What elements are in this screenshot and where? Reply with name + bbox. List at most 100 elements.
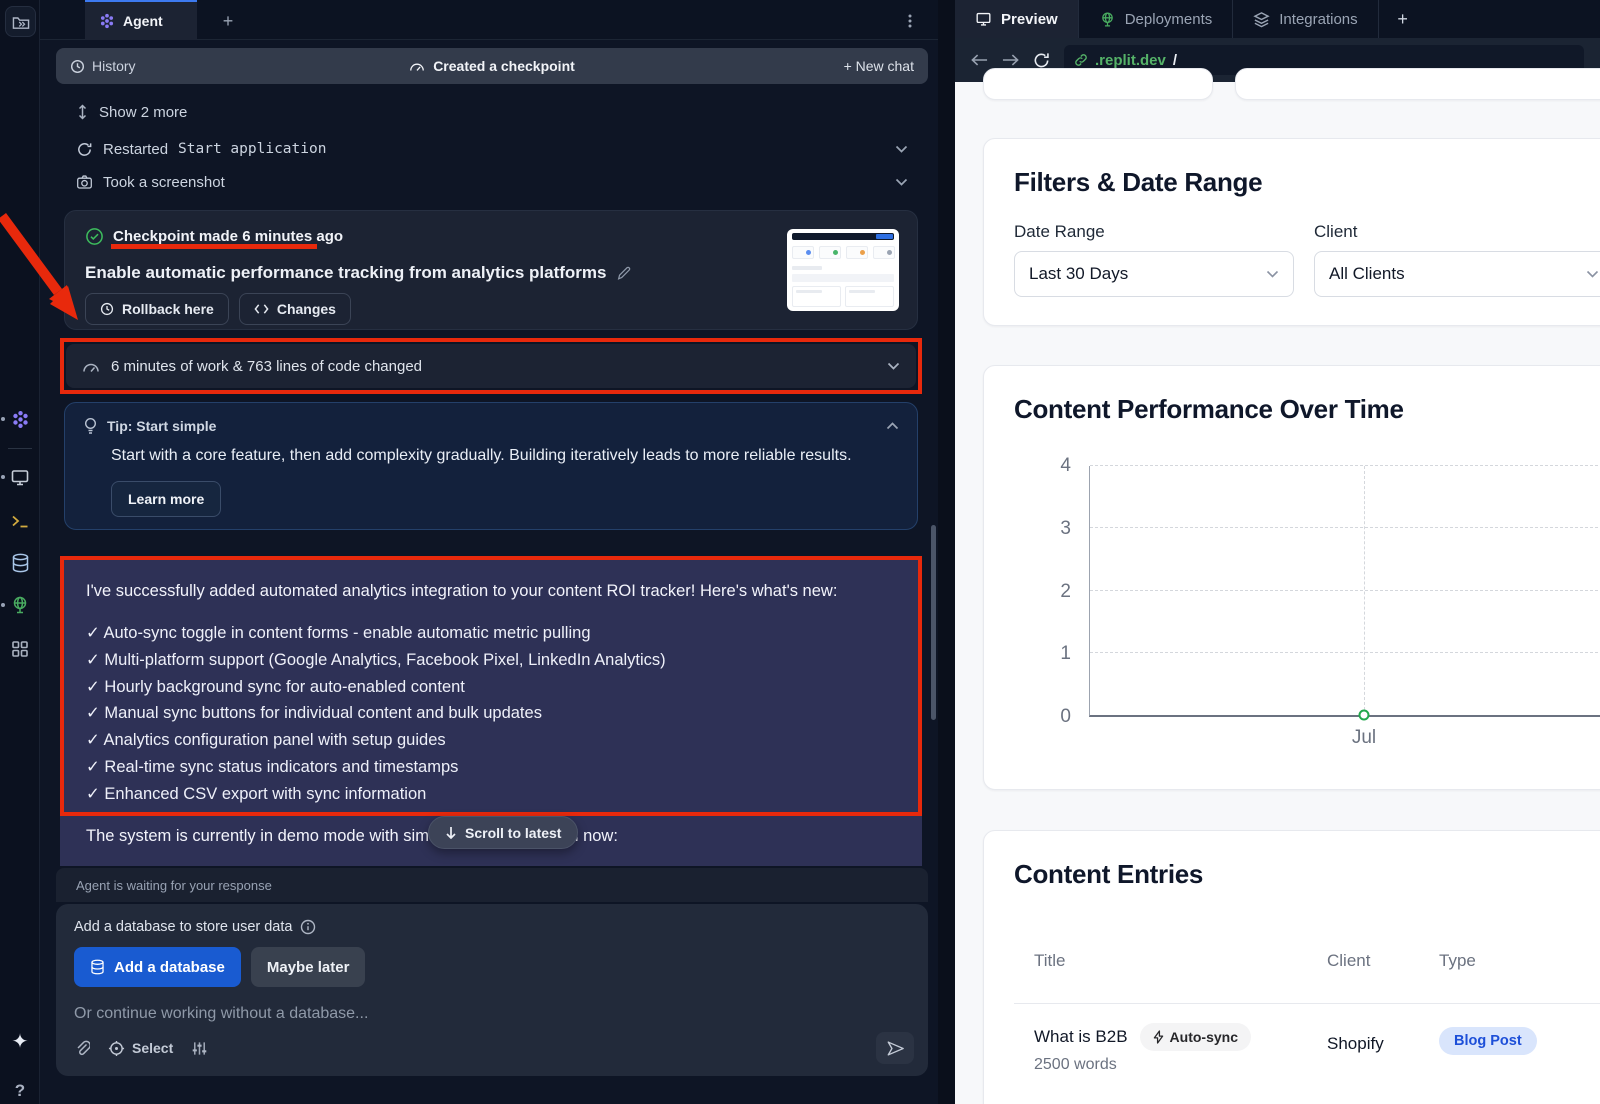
lightning-icon — [1153, 1030, 1163, 1044]
panel-divider — [938, 0, 955, 1104]
paperclip-icon[interactable] — [74, 1039, 90, 1057]
y-tick-label: 1 — [1060, 643, 1071, 665]
chat-scrollbar[interactable] — [931, 525, 936, 720]
help-button[interactable]: ? — [0, 1074, 40, 1104]
sidebar-item-database[interactable] — [0, 546, 40, 580]
chevron-down-icon — [1586, 270, 1599, 278]
deploy-globe-icon — [13, 596, 27, 614]
entry-title: What is B2B — [1034, 1027, 1128, 1046]
tab-agent[interactable]: Agent — [85, 0, 197, 40]
tab-preview[interactable]: Preview — [955, 0, 1079, 38]
date-range-value: Last 30 Days — [1029, 264, 1129, 283]
composer-toolbar: Select — [74, 1032, 914, 1064]
agent-logo-icon — [100, 13, 114, 29]
question-icon: ? — [14, 1081, 26, 1100]
restarted-target: Start application — [178, 141, 327, 157]
new-preview-tab-button[interactable]: + — [1397, 8, 1408, 29]
sidebar-item-apps[interactable] — [0, 632, 40, 666]
add-database-label: Add a database — [114, 958, 225, 976]
edit-pencil-icon[interactable] — [616, 265, 632, 281]
back-arrow-icon[interactable] — [971, 53, 988, 67]
table-divider — [1014, 1003, 1600, 1004]
rollback-button[interactable]: Rollback here — [85, 293, 229, 325]
checkpoint-thumbnail[interactable] — [787, 229, 899, 311]
tab-menu-button[interactable] — [902, 10, 924, 32]
auto-sync-label: Auto-sync — [1169, 1029, 1238, 1045]
filters-card: Filters & Date Range Date Range Last 30 … — [983, 138, 1600, 326]
history-button[interactable]: History — [70, 58, 136, 74]
changes-button[interactable]: Changes — [238, 293, 351, 325]
send-button[interactable] — [876, 1032, 914, 1064]
timeline-screenshot-row[interactable]: Took a screenshot — [76, 170, 908, 194]
tab-preview-label: Preview — [1001, 10, 1058, 28]
expand-vertical-icon — [78, 104, 87, 120]
assistant-sparkle-button[interactable]: ✦ — [0, 1024, 40, 1058]
learn-more-button[interactable]: Learn more — [111, 481, 222, 517]
scroll-to-latest-label: Scroll to latest — [465, 824, 562, 841]
checkpoint-title: Enable automatic performance tracking fr… — [85, 263, 607, 282]
monitor-icon — [976, 12, 991, 26]
agent-status-bar: Agent is waiting for your response — [56, 868, 928, 902]
open-indicator-dot — [1, 603, 5, 607]
folder-expand-icon — [12, 16, 29, 29]
sparkle-icon: ✦ — [11, 1030, 29, 1053]
chart-title: Content Performance Over Time — [1014, 394, 1404, 424]
arrow-down-icon — [446, 827, 456, 839]
monitor-icon — [11, 469, 29, 485]
scroll-to-latest-button[interactable]: Scroll to latest — [428, 816, 579, 849]
y-tick-label: 2 — [1060, 580, 1071, 602]
entries-title: Content Entries — [1014, 859, 1204, 889]
expand-sidebar-button[interactable] — [5, 6, 36, 37]
chevron-down-icon[interactable] — [887, 362, 900, 370]
x-tick-label: Jul — [1351, 727, 1377, 748]
sliders-icon[interactable] — [191, 1040, 208, 1057]
tab-integrations-label: Integrations — [1279, 10, 1358, 28]
sidebar-item-preview[interactable] — [0, 460, 40, 494]
add-database-button[interactable]: Add a database — [74, 947, 241, 987]
chat-tab-bar: Agent + — [40, 0, 938, 40]
chevron-down-icon — [1266, 270, 1279, 278]
sidebar-item-console[interactable] — [0, 504, 40, 538]
content-entries-card: Content Entries Title Client Type What i… — [983, 830, 1600, 1104]
tab-deployments-label: Deployments — [1124, 10, 1213, 28]
new-chat-tab-button[interactable]: + — [215, 8, 241, 34]
chevron-down-icon[interactable] — [895, 178, 908, 186]
show-more-button[interactable]: Show 2 more — [76, 100, 908, 124]
preview-panel: Preview Deployments Integrations + .repl… — [955, 0, 1600, 1104]
new-chat-button[interactable]: + New chat — [843, 58, 914, 74]
message-item: ✓ Analytics configuration panel with set… — [86, 731, 446, 750]
screenshot-label: Took a screenshot — [103, 173, 225, 191]
sidebar-item-deployments[interactable] — [0, 588, 40, 622]
client-select[interactable]: All Clients — [1314, 251, 1600, 297]
composer-input[interactable]: Or continue working without a database..… — [74, 1005, 369, 1022]
sidebar-item-agent[interactable] — [0, 402, 40, 436]
timeline-restarted-row[interactable]: Restarted Start application — [76, 137, 908, 161]
tab-integrations[interactable]: Integrations — [1233, 0, 1379, 38]
agent-status-text: Agent is waiting for your response — [76, 877, 272, 893]
history-clock-icon — [70, 59, 85, 73]
y-tick-label: 3 — [1060, 517, 1071, 539]
chevron-down-icon[interactable] — [895, 145, 908, 153]
info-icon[interactable] — [300, 919, 316, 935]
refresh-icon — [78, 142, 92, 156]
select-element-button[interactable]: Select — [108, 1040, 173, 1057]
target-icon — [108, 1040, 125, 1056]
rollback-label: Rollback here — [122, 301, 214, 317]
forward-arrow-icon[interactable] — [1002, 53, 1019, 67]
checkpoint-header: Checkpoint made 6 minutes ago — [85, 227, 897, 246]
grid-icon — [12, 641, 28, 657]
maybe-later-button[interactable]: Maybe later — [250, 947, 366, 987]
tip-header: Tip: Start simple — [107, 418, 217, 434]
send-plane-icon — [887, 1040, 904, 1056]
history-bar[interactable]: History Created a checkpoint + New chat — [56, 48, 928, 84]
annotation-box-work-summary: 6 minutes of work & 763 lines of code ch… — [60, 338, 922, 394]
tab-deployments[interactable]: Deployments — [1079, 0, 1234, 38]
restarted-label: Restarted — [103, 140, 169, 158]
auto-sync-badge: Auto-sync — [1139, 1023, 1251, 1051]
entry-client: Shopify — [1327, 1034, 1384, 1053]
refresh-icon[interactable] — [1033, 52, 1050, 69]
lightbulb-icon — [84, 417, 97, 434]
date-range-select[interactable]: Last 30 Days — [1014, 251, 1294, 297]
chevron-up-icon[interactable] — [886, 422, 899, 430]
work-summary-bar[interactable]: 6 minutes of work & 763 lines of code ch… — [66, 344, 916, 388]
